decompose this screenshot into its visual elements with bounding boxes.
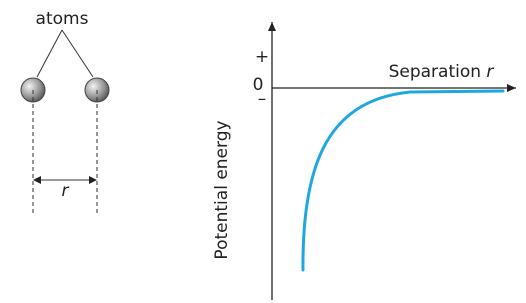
separation-symbol: r [62,181,70,201]
minus-label: – [258,89,267,109]
diagram: atoms r + 0 – Separation r Potential ene… [0,0,526,303]
x-axis-label-text: Separation [389,62,481,82]
plus-label: + [255,47,269,67]
x-axis-label: Separation r [389,62,495,82]
atoms-label: atoms [36,9,89,29]
y-axis-label: Potential energy [212,120,232,259]
potential-curve [303,91,503,270]
x-axis-variable: r [486,62,494,82]
